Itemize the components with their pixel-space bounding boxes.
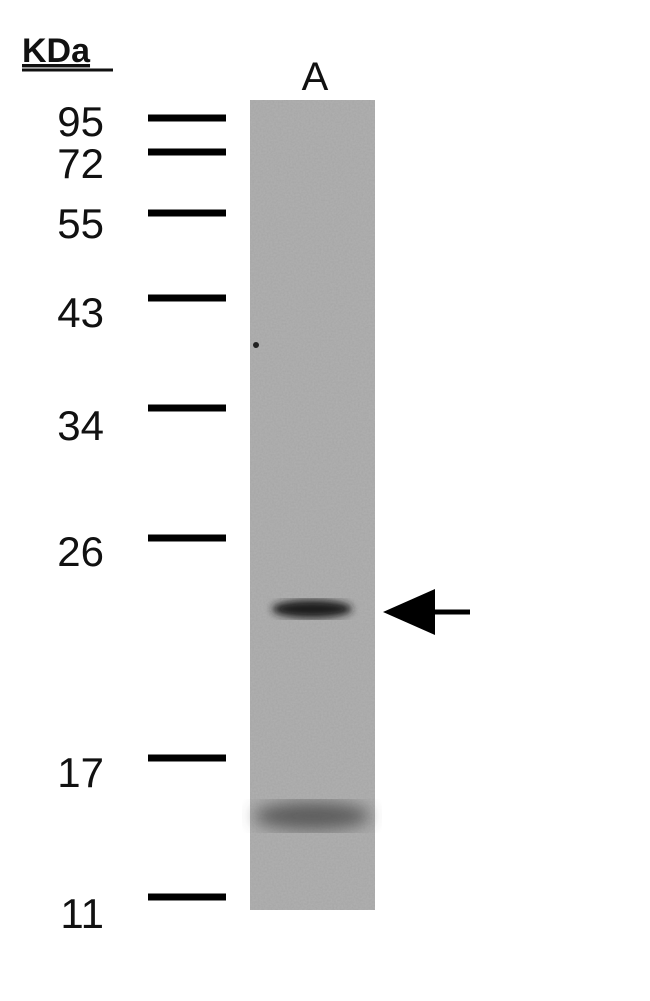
- speck: [253, 342, 259, 348]
- lane-grain: [250, 100, 375, 910]
- marker-label: 43: [57, 289, 104, 336]
- marker-label: 95: [57, 98, 104, 145]
- band-lower: [254, 802, 370, 830]
- marker-label: 34: [57, 402, 104, 449]
- lane: [250, 100, 375, 910]
- marker-label: 55: [57, 200, 104, 247]
- marker-label: 72: [57, 140, 104, 187]
- arrow: [383, 589, 470, 635]
- marker-label: 11: [60, 890, 104, 937]
- lane-label: A: [302, 55, 329, 99]
- marker-label: 17: [57, 749, 104, 796]
- arrow-head: [383, 589, 435, 635]
- unit-label: KDa: [22, 32, 91, 70]
- marker-label: 26: [57, 528, 104, 575]
- band-main: [272, 600, 352, 618]
